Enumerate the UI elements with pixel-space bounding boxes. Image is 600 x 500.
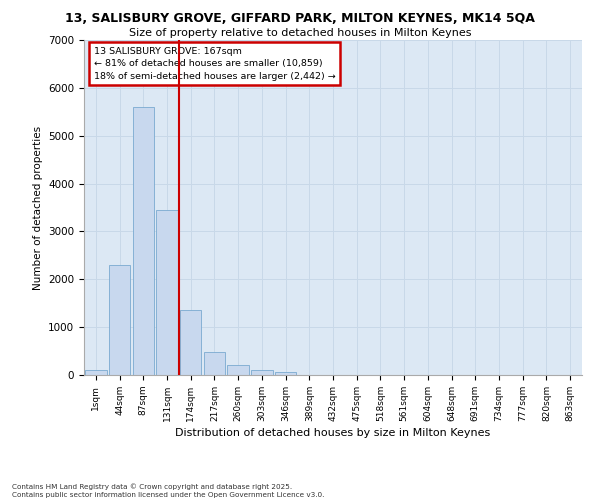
- Bar: [85, 370, 107, 375]
- Text: 13, SALISBURY GROVE, GIFFARD PARK, MILTON KEYNES, MK14 5QA: 13, SALISBURY GROVE, GIFFARD PARK, MILTO…: [65, 12, 535, 26]
- Text: Size of property relative to detached houses in Milton Keynes: Size of property relative to detached ho…: [129, 28, 471, 38]
- Y-axis label: Number of detached properties: Number of detached properties: [32, 126, 43, 290]
- Bar: [227, 366, 249, 375]
- Bar: [180, 310, 202, 375]
- Bar: [251, 370, 272, 375]
- Bar: [275, 372, 296, 375]
- Bar: [204, 352, 225, 375]
- Text: Contains HM Land Registry data © Crown copyright and database right 2025.
Contai: Contains HM Land Registry data © Crown c…: [12, 484, 325, 498]
- X-axis label: Distribution of detached houses by size in Milton Keynes: Distribution of detached houses by size …: [175, 428, 491, 438]
- Bar: [133, 107, 154, 375]
- Text: 13 SALISBURY GROVE: 167sqm
← 81% of detached houses are smaller (10,859)
18% of : 13 SALISBURY GROVE: 167sqm ← 81% of deta…: [94, 46, 336, 80]
- Bar: [109, 265, 130, 375]
- Bar: [157, 210, 178, 375]
